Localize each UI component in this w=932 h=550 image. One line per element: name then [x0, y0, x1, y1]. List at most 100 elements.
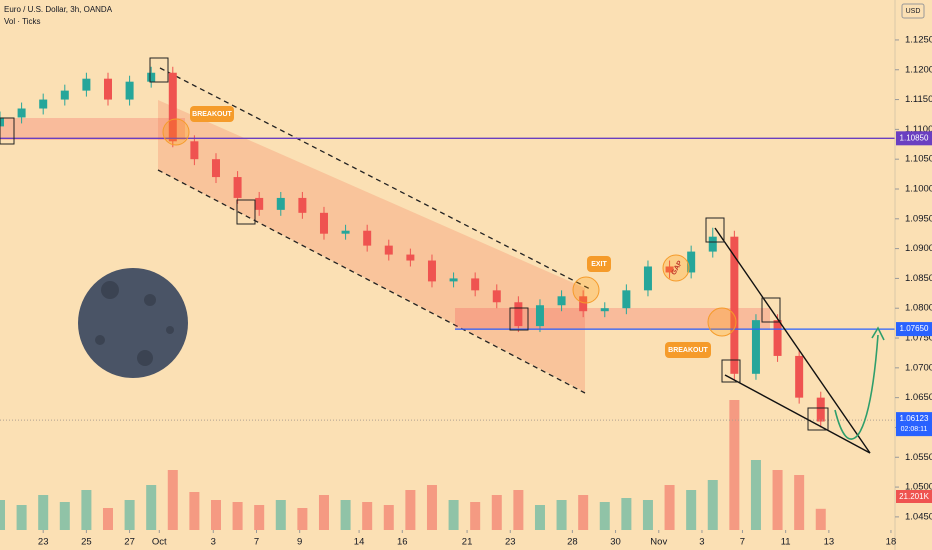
volume-bar [275, 500, 286, 530]
y-tick-label: 1.10500 [905, 154, 932, 165]
crater [95, 335, 105, 345]
candle-body [103, 78, 112, 100]
volume-bar [318, 495, 329, 530]
candle-body [39, 99, 48, 109]
volume-bar [707, 480, 718, 530]
volume-bar [81, 490, 92, 530]
level-label: 1.07650 [900, 324, 929, 333]
volume-bar [470, 502, 481, 530]
volume-bar [16, 505, 27, 530]
candle-body [687, 251, 696, 273]
volume-bar [556, 500, 567, 530]
y-tick-label: 1.07000 [905, 362, 932, 373]
volume-bar [426, 485, 437, 530]
x-tick-label: 3 [211, 537, 216, 548]
candle-body [773, 320, 782, 356]
candle-body [795, 355, 804, 398]
y-tick-label: 1.12500 [905, 34, 932, 45]
volume-bar [297, 508, 308, 530]
volume-bar [491, 495, 502, 530]
volume-bar [59, 502, 70, 530]
y-tick-label: 1.05500 [905, 452, 932, 463]
volume-bar [599, 502, 610, 530]
volume-bar [0, 500, 5, 530]
volume-bar [38, 495, 49, 530]
x-tick-label: 30 [610, 537, 621, 548]
candle-body [255, 197, 264, 210]
candle-body [17, 108, 26, 118]
candle-body [406, 254, 415, 261]
axes: 1.045001.050001.055001.060001.065001.070… [38, 0, 932, 550]
boxes [0, 57, 829, 431]
arrow-head [871, 326, 885, 341]
candle-body [190, 141, 199, 160]
y-tick-label: 1.06500 [905, 392, 932, 403]
candle-body [384, 245, 393, 255]
volume-bar [578, 495, 589, 530]
x-tick-label: Oct [152, 537, 167, 548]
y-tick-label: 1.08000 [905, 303, 932, 314]
volume-bar [362, 502, 373, 530]
volume-bar [621, 498, 632, 530]
candle-body [514, 302, 523, 327]
wedge-line [714, 227, 871, 454]
level-label-box [896, 131, 932, 146]
y-tick-label: 1.04500 [905, 511, 932, 522]
candle-body [147, 72, 156, 82]
candle-body [233, 177, 242, 198]
x-tick-label: 3 [699, 537, 704, 548]
volume-bar [448, 500, 459, 530]
volume-bar [686, 490, 697, 530]
candle-body [557, 296, 566, 306]
candle-body [168, 72, 177, 142]
candle-body [751, 320, 760, 374]
annotation-box [587, 256, 611, 272]
annotation-box [190, 106, 234, 122]
candle-body [471, 278, 480, 291]
volume-bar [534, 505, 545, 530]
zone [455, 308, 770, 330]
x-tick-label: 13 [824, 537, 835, 548]
candle-body [600, 308, 609, 312]
y-tick-label: 1.11500 [905, 94, 932, 105]
candle-body [579, 296, 588, 312]
level-label: 1.10850 [900, 133, 929, 142]
candle-body [622, 290, 631, 309]
x-tick-label: 21 [462, 537, 473, 548]
volume-bar [513, 490, 524, 530]
candle-body [427, 260, 436, 282]
y-tick-label: 1.12000 [905, 64, 932, 75]
crater [144, 294, 156, 306]
volume-bar [167, 470, 178, 530]
level-label-box [896, 322, 932, 337]
candle-body [276, 197, 285, 210]
volume-bar [729, 400, 740, 530]
crater [101, 281, 119, 299]
currency-box[interactable] [901, 3, 925, 19]
y-tick-label: 1.08500 [905, 273, 932, 284]
volume-bar [664, 485, 675, 530]
chart-title: Euro / U.S. Dollar, 3h, OANDA [4, 5, 113, 14]
plot [0, 66, 895, 530]
wedge-line [724, 374, 871, 454]
candle-body [60, 90, 69, 100]
volume-bar [102, 508, 113, 530]
x-tick-label: 25 [81, 537, 92, 548]
candle-body [535, 305, 544, 327]
projection-arrow [834, 334, 879, 440]
currency[interactable]: USD [906, 8, 921, 15]
volume-bar [146, 485, 157, 530]
volume-bar [750, 460, 761, 530]
volume-bar [254, 505, 265, 530]
volume-bar [642, 500, 653, 530]
candle-body [363, 230, 372, 246]
x-tick-label: 9 [297, 537, 302, 548]
circles [162, 118, 737, 337]
candle-body [341, 230, 350, 234]
crater [137, 350, 153, 366]
y-tick-label: 1.09000 [905, 243, 932, 254]
x-tick-label: 7 [740, 537, 745, 548]
x-tick-label: 23 [505, 537, 516, 548]
x-tick-label: 23 [38, 537, 49, 548]
channel-fill [158, 100, 585, 392]
